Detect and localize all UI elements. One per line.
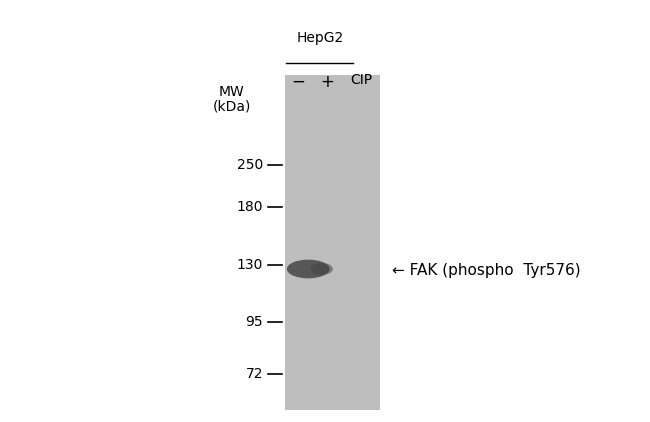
Text: ← FAK (phospho  Tyr576): ← FAK (phospho Tyr576) xyxy=(392,262,580,278)
Bar xyxy=(285,75,380,410)
Text: 250: 250 xyxy=(237,158,263,172)
Text: +: + xyxy=(320,73,334,91)
Text: 180: 180 xyxy=(237,200,263,214)
Text: 72: 72 xyxy=(246,367,263,381)
Text: MW: MW xyxy=(219,85,245,99)
Text: 130: 130 xyxy=(237,258,263,272)
Text: (kDa): (kDa) xyxy=(213,100,251,114)
Text: CIP: CIP xyxy=(350,73,372,87)
Ellipse shape xyxy=(287,260,330,279)
Ellipse shape xyxy=(311,263,333,275)
Text: 95: 95 xyxy=(246,315,263,329)
Text: HepG2: HepG2 xyxy=(296,31,344,45)
Text: −: − xyxy=(291,73,305,91)
